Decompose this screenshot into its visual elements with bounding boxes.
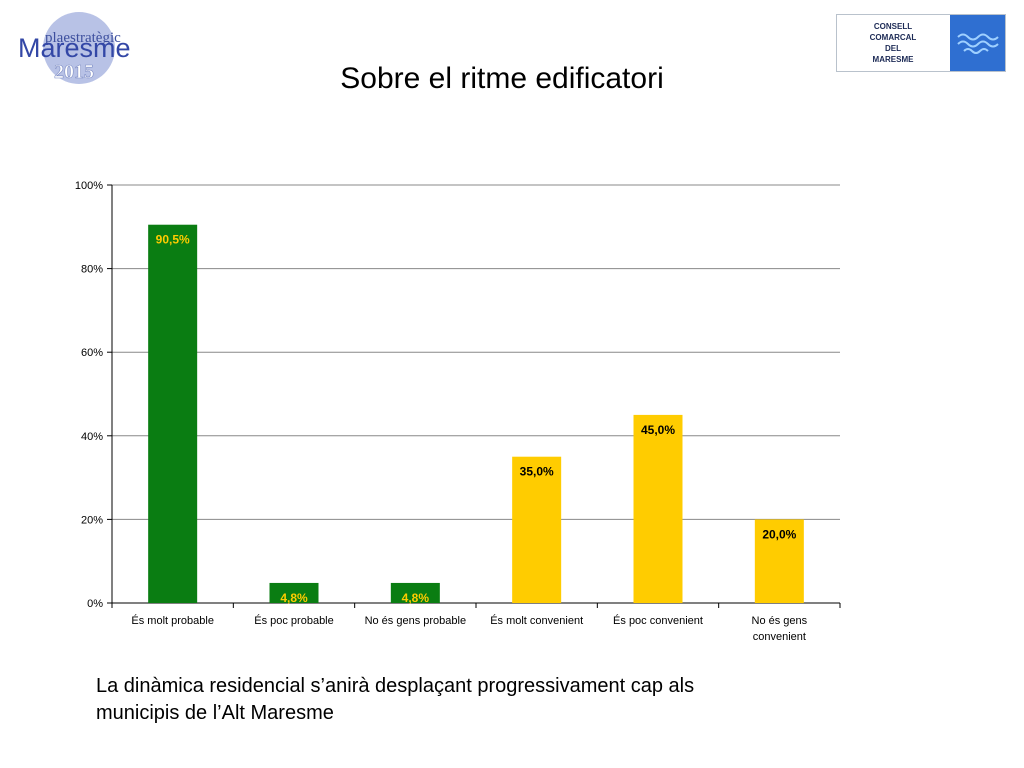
category-label: És poc convenient [613,614,703,627]
bar [633,414,683,603]
slide-caption: La dinàmica residencial s’anirà desplaça… [96,673,856,727]
plaestrategic-logo: plaestratègic Maresme 2015 [14,8,149,88]
data-label: 4,8% [280,591,308,605]
category-label: És molt probable [131,614,214,627]
caption-line: municipis de l’Alt Maresme [96,702,334,724]
data-label: 4,8% [402,591,430,605]
bar [512,456,562,603]
category-label: És molt convenient [490,614,583,627]
category-label: No és gens probable [365,615,467,627]
logo-year: 2015 [54,61,94,83]
logo-circle [43,12,115,84]
data-label: 45,0% [641,423,675,437]
y-tick-label: 60% [81,347,103,359]
y-tick-label: 0% [87,598,103,610]
logo-line: DEL [885,44,901,53]
bar [148,224,198,603]
y-tick-label: 80% [81,264,103,276]
logo-line: MARESME [872,55,914,64]
logo-tagline: plaestratègic [45,30,121,46]
logo-line: CONSELL [873,22,913,31]
y-tick-label: 100% [75,180,103,192]
bar-chart: 0% 20% 40% 60% 80% 100% 90,5% És molt probable 4… [75,180,841,643]
category-label: És poc probable [254,614,334,627]
slide-title: Sobre el ritme edificatori [340,62,664,95]
bar [754,519,804,603]
bar [390,582,440,603]
bar [269,582,319,603]
logo-name: Maresme [18,33,131,63]
logo-line: COMARCAL [869,33,917,42]
y-tick-label: 20% [81,514,103,526]
data-label: 35,0% [520,465,554,479]
consell-comarcal-text: CONSELL COMARCAL DEL MARESME [837,15,949,71]
caption-line: La dinàmica residencial s’anirà desplaça… [96,675,695,697]
category-label: convenient [753,631,806,643]
data-label: 20,0% [762,527,796,541]
y-tick-label: 40% [81,431,103,443]
category-label: No és gens [752,615,808,627]
wave-emblem-icon [950,15,1005,71]
data-label: 90,5% [156,233,190,247]
consell-comarcal-logo: CONSELL COMARCAL DEL MARESME [836,14,1006,72]
